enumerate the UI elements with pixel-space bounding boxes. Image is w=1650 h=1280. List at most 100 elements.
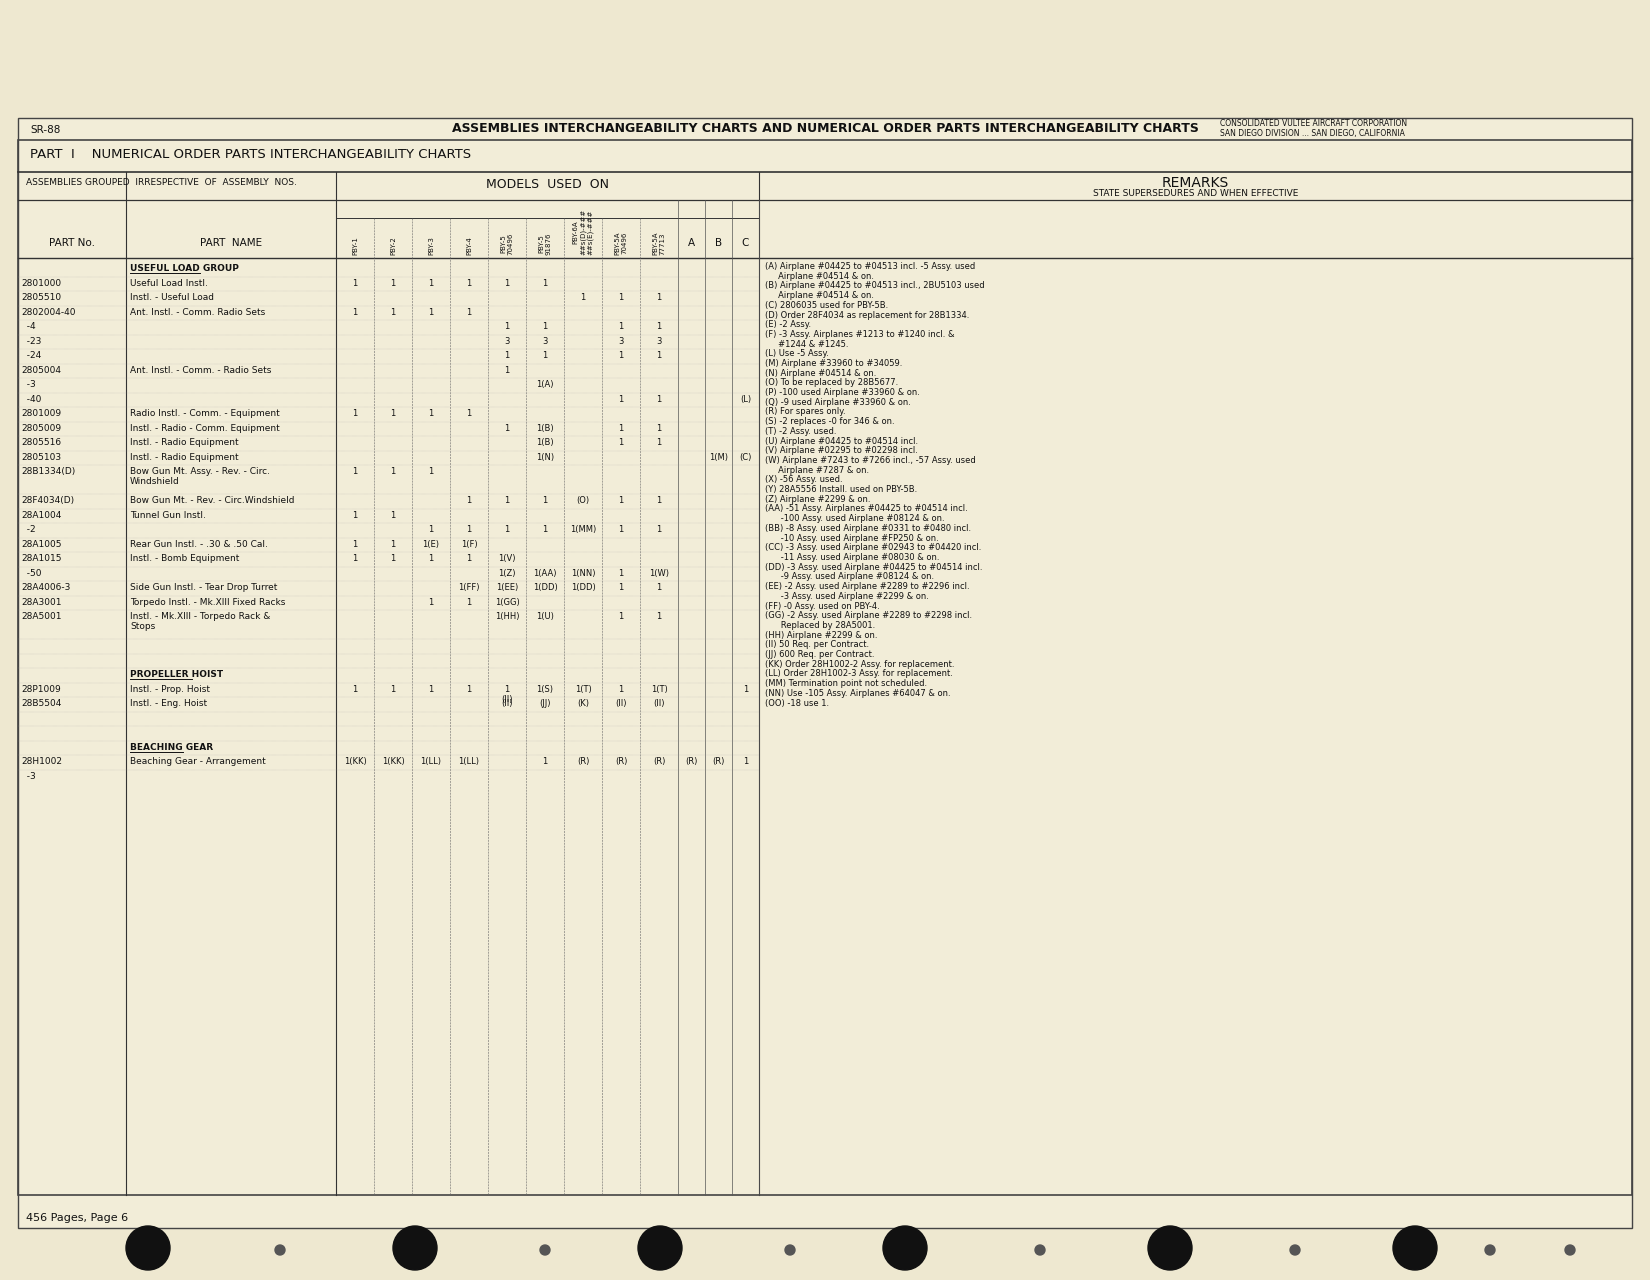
Text: (L): (L) — [739, 394, 751, 403]
Text: 1: 1 — [657, 525, 662, 534]
Text: PBY-6A
##s(D)-###
##s(E)-###: PBY-6A ##s(D)-### ##s(E)-### — [573, 209, 594, 255]
Text: 1: 1 — [619, 568, 624, 577]
Text: 1: 1 — [543, 525, 548, 534]
Text: (C): (C) — [739, 453, 752, 462]
Text: 28A5001: 28A5001 — [21, 612, 61, 621]
Text: -23: -23 — [21, 337, 41, 346]
Text: 1(AA): 1(AA) — [533, 568, 556, 577]
Text: 1: 1 — [429, 307, 434, 316]
Text: ASSEMBLIES INTERCHANGEABILITY CHARTS AND NUMERICAL ORDER PARTS INTERCHANGEABILIT: ASSEMBLIES INTERCHANGEABILITY CHARTS AND… — [452, 122, 1198, 134]
Text: 1: 1 — [429, 685, 434, 694]
Text: #1244 & #1245.: #1244 & #1245. — [766, 339, 848, 348]
Text: Torpedo Instl. - Mk.XIII Fixed Racks: Torpedo Instl. - Mk.XIII Fixed Racks — [130, 598, 285, 607]
Bar — [18, 140, 1632, 1196]
Text: BEACHING GEAR: BEACHING GEAR — [130, 742, 213, 751]
Text: 1(T): 1(T) — [650, 685, 667, 694]
Text: B: B — [714, 238, 723, 248]
Text: (D) Order 28F4034 as replacement for 28B1334.: (D) Order 28F4034 as replacement for 28B… — [766, 311, 970, 320]
Text: 1: 1 — [467, 554, 472, 563]
Text: 1(KK): 1(KK) — [343, 756, 366, 765]
Text: (A) Airplane #04425 to #04513 incl. -5 Assy. used: (A) Airplane #04425 to #04513 incl. -5 A… — [766, 262, 975, 271]
Circle shape — [125, 1226, 170, 1270]
Text: (HH) Airplane #2299 & on.: (HH) Airplane #2299 & on. — [766, 631, 878, 640]
Text: 1: 1 — [505, 351, 510, 360]
Text: STATE SUPERSEDURES AND WHEN EFFECTIVE: STATE SUPERSEDURES AND WHEN EFFECTIVE — [1092, 189, 1299, 198]
Text: -3: -3 — [21, 772, 36, 781]
Text: 1: 1 — [429, 410, 434, 419]
Text: PART No.: PART No. — [50, 238, 96, 248]
Text: (R): (R) — [578, 756, 589, 765]
Text: 1: 1 — [619, 582, 624, 591]
Text: Instl. - Eng. Hoist: Instl. - Eng. Hoist — [130, 699, 208, 708]
Text: 28B5504: 28B5504 — [21, 699, 61, 708]
Text: (OO) -18 use 1.: (OO) -18 use 1. — [766, 699, 828, 708]
Text: 28A3001: 28A3001 — [21, 598, 61, 607]
Circle shape — [1148, 1226, 1191, 1270]
Text: (LL) Order 28H1002-3 Assy. for replacement.: (LL) Order 28H1002-3 Assy. for replaceme… — [766, 669, 954, 678]
Text: 1: 1 — [543, 497, 548, 506]
Circle shape — [1393, 1226, 1437, 1270]
Text: 1
(II): 1 (II) — [502, 685, 513, 704]
Text: Instl. - Prop. Hoist: Instl. - Prop. Hoist — [130, 685, 210, 694]
Text: 1: 1 — [657, 424, 662, 433]
Text: 1: 1 — [429, 554, 434, 563]
Text: 1: 1 — [391, 410, 396, 419]
Text: (KK) Order 28H1002-2 Assy. for replacement.: (KK) Order 28H1002-2 Assy. for replaceme… — [766, 659, 954, 668]
Text: USEFUL LOAD GROUP: USEFUL LOAD GROUP — [130, 264, 239, 273]
Text: 2805510: 2805510 — [21, 293, 61, 302]
Text: 1: 1 — [467, 598, 472, 607]
Text: 2805103: 2805103 — [21, 453, 61, 462]
Text: 1(A): 1(A) — [536, 380, 554, 389]
Text: 2805004: 2805004 — [21, 366, 61, 375]
Text: 1: 1 — [391, 307, 396, 316]
Text: Instl. - Mk.XIII - Torpedo Rack &
Stops: Instl. - Mk.XIII - Torpedo Rack & Stops — [130, 612, 271, 631]
Text: 1: 1 — [467, 307, 472, 316]
Text: C: C — [742, 238, 749, 248]
Text: 1: 1 — [657, 394, 662, 403]
Text: 1: 1 — [619, 497, 624, 506]
Text: REMARKS: REMARKS — [1162, 177, 1229, 189]
Text: (Y) 28A5556 Install. used on PBY-5B.: (Y) 28A5556 Install. used on PBY-5B. — [766, 485, 917, 494]
Text: 1: 1 — [505, 366, 510, 375]
Text: (S) -2 replaces -0 for 346 & on.: (S) -2 replaces -0 for 346 & on. — [766, 417, 894, 426]
Text: Airplane #7287 & on.: Airplane #7287 & on. — [766, 466, 870, 475]
Text: -4: -4 — [21, 323, 36, 332]
Text: 1(NN): 1(NN) — [571, 568, 596, 577]
Text: 1: 1 — [467, 410, 472, 419]
Text: 1(DD): 1(DD) — [571, 582, 596, 591]
Text: (N) Airplane #04514 & on.: (N) Airplane #04514 & on. — [766, 369, 876, 378]
Text: 2801009: 2801009 — [21, 410, 61, 419]
Text: 1: 1 — [505, 497, 510, 506]
Text: 1: 1 — [391, 467, 396, 476]
Text: 1: 1 — [353, 410, 358, 419]
Text: (R) For spares only.: (R) For spares only. — [766, 407, 845, 416]
Text: 1(B): 1(B) — [536, 424, 554, 433]
Text: (O): (O) — [576, 497, 589, 506]
Text: 1: 1 — [467, 497, 472, 506]
Text: 1: 1 — [391, 554, 396, 563]
Text: 1: 1 — [505, 279, 510, 288]
Text: 1: 1 — [581, 293, 586, 302]
Text: PART  I    NUMERICAL ORDER PARTS INTERCHANGEABILITY CHARTS: PART I NUMERICAL ORDER PARTS INTERCHANGE… — [30, 148, 472, 161]
Text: 28A1015: 28A1015 — [21, 554, 61, 563]
Text: -3: -3 — [21, 380, 36, 389]
Text: 1: 1 — [391, 511, 396, 520]
Text: (MM) Termination point not scheduled.: (MM) Termination point not scheduled. — [766, 680, 927, 689]
Text: (M) Airplane #33960 to #34059.: (M) Airplane #33960 to #34059. — [766, 358, 903, 369]
Text: Ant. Instl. - Comm. - Radio Sets: Ant. Instl. - Comm. - Radio Sets — [130, 366, 271, 375]
Text: 1: 1 — [742, 756, 747, 765]
Text: A: A — [688, 238, 695, 248]
Text: 1: 1 — [619, 612, 624, 621]
Text: 1(DD): 1(DD) — [533, 582, 558, 591]
Text: 1: 1 — [742, 685, 747, 694]
Text: 2805516: 2805516 — [21, 438, 61, 447]
Text: 28F4034(D): 28F4034(D) — [21, 497, 74, 506]
Text: SAN DIEGO DIVISION ... SAN DIEGO, CALIFORNIA: SAN DIEGO DIVISION ... SAN DIEGO, CALIFO… — [1219, 129, 1404, 138]
Text: 1: 1 — [429, 279, 434, 288]
Text: 1: 1 — [391, 685, 396, 694]
Text: PBY-5
91876: PBY-5 91876 — [538, 233, 551, 255]
Text: (II): (II) — [653, 699, 665, 708]
Text: (O) To be replaced by 28B5677.: (O) To be replaced by 28B5677. — [766, 379, 898, 388]
Text: 1: 1 — [657, 582, 662, 591]
Text: 1(W): 1(W) — [648, 568, 668, 577]
